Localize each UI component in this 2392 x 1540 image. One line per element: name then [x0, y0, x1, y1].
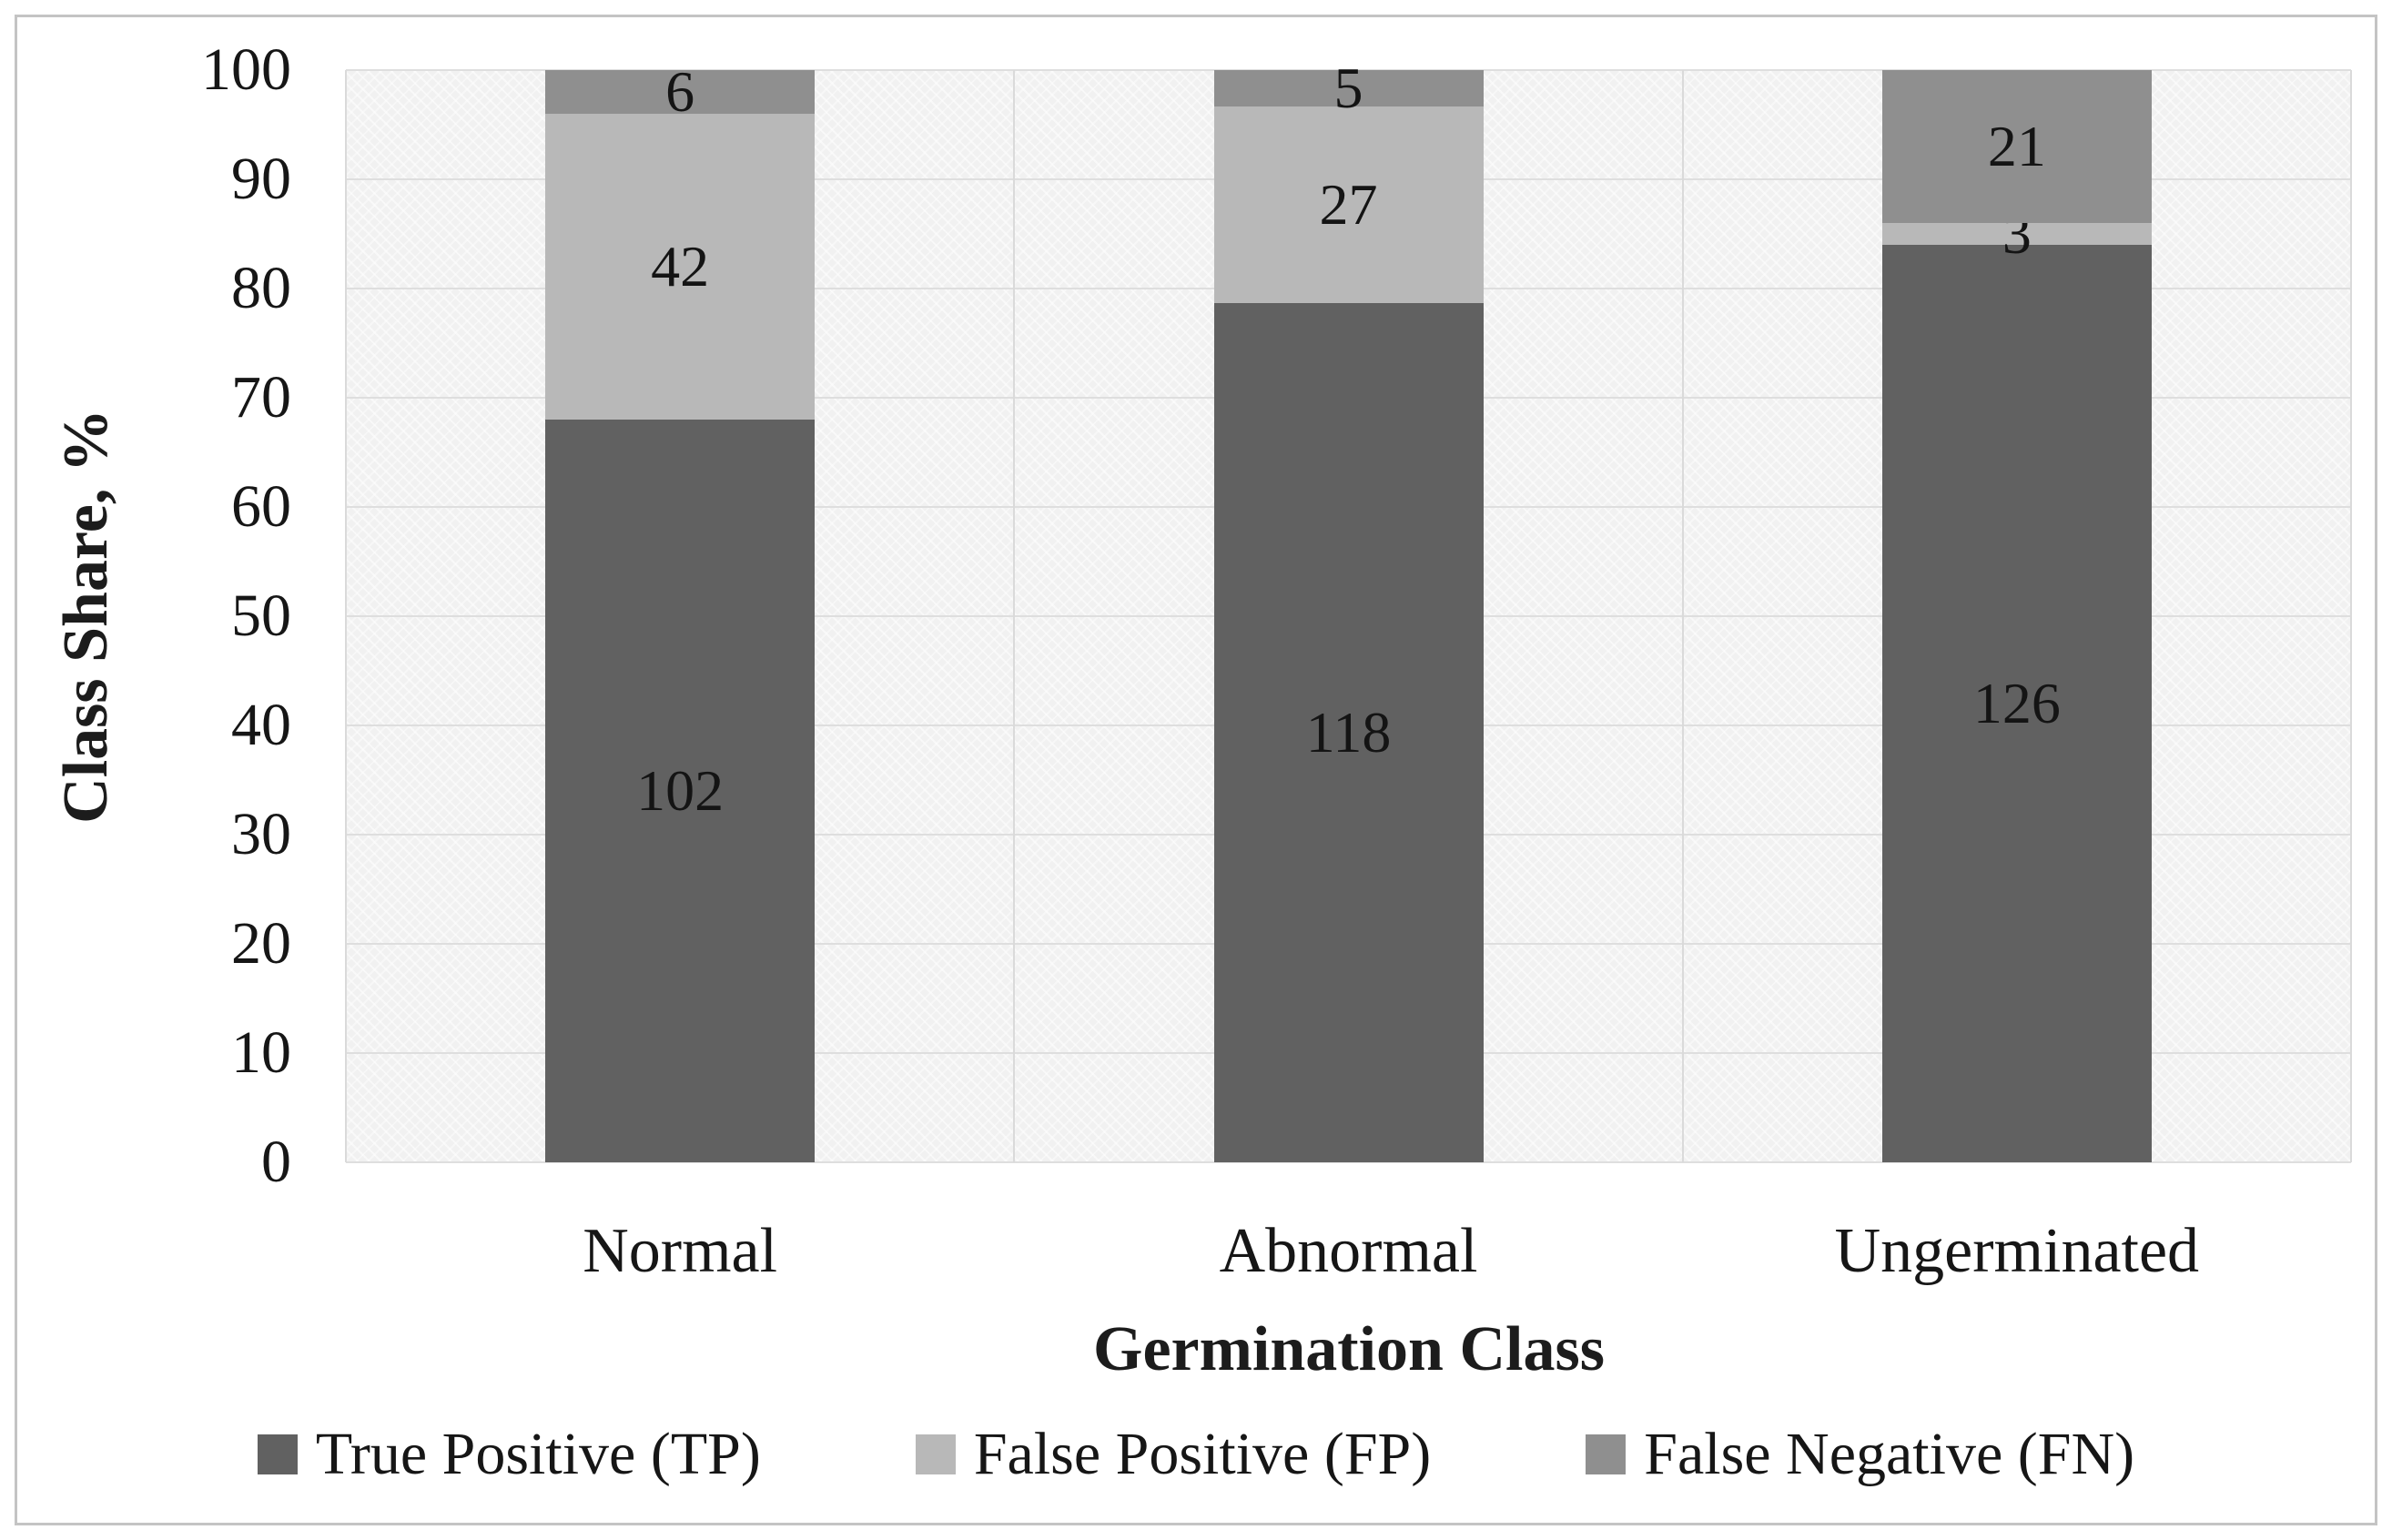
bar-segment-fn-abnormal: 5	[1213, 59, 1484, 117]
y-tick-label-80: 80	[231, 255, 291, 321]
legend: True Positive (TP) False Positive (FP) Fal…	[0, 1413, 2392, 1496]
bar-segment-fp-normal: 42	[545, 114, 816, 420]
y-tick-label-40: 40	[231, 692, 291, 758]
legend-label-tp: True Positive (TP)	[315, 1421, 761, 1487]
y-tick-label-10: 10	[231, 1019, 291, 1086]
bar-value-label: 6	[665, 59, 695, 124]
y-tick-label-30: 30	[231, 801, 291, 867]
bar-segment-tp-ungerminated: 126	[1881, 245, 2152, 1162]
bar-value-label: 102	[636, 758, 725, 823]
plot-right-edge	[2350, 70, 2352, 1162]
bar-segment-fn-normal: 6	[545, 63, 816, 121]
legend-item-fn: False Negative (FN)	[1586, 1413, 2134, 1496]
bar-segment-fn-ungerminated: 21	[1881, 70, 2152, 223]
gridline-horizontal-0	[346, 1161, 2351, 1163]
x-category-label-ungerminated: Ungerminated	[1834, 1216, 2200, 1286]
gridline-vertical-1	[1013, 70, 1016, 1162]
bar-segment-fp-abnormal: 27	[1213, 106, 1484, 303]
legend-label-fn: False Negative (FN)	[1644, 1421, 2135, 1487]
bar-segment-tp-abnormal: 118	[1213, 303, 1484, 1162]
legend-item-tp: True Positive (TP)	[257, 1413, 761, 1496]
y-tick-label-50: 50	[231, 583, 291, 649]
gridline-vertical-2	[1681, 70, 1684, 1162]
legend-item-fp: False Positive (FP)	[915, 1413, 1432, 1496]
plot-area: 102 42 6 118 27 5 126 3 21	[345, 59, 2352, 1163]
x-category-label-abnormal: Abnormal	[1219, 1216, 1478, 1286]
bar-segment-fp-ungerminated: 3	[1881, 205, 2152, 263]
bar-value-label: 42	[651, 234, 710, 299]
y-tick-label-100: 100	[201, 36, 291, 103]
legend-swatch-fp	[915, 1434, 956, 1474]
bar-value-label: 27	[1319, 172, 1378, 237]
bar-value-label: 5	[1333, 56, 1363, 120]
y-tick-label-20: 20	[231, 910, 291, 977]
legend-swatch-tp	[257, 1434, 298, 1474]
y-tick-label-90: 90	[231, 146, 291, 212]
plot-left-edge	[345, 70, 347, 1162]
legend-swatch-fn	[1586, 1434, 1627, 1474]
y-tick-label-60: 60	[231, 473, 291, 540]
bar-value-label: 21	[1987, 114, 2046, 178]
bar-segment-tp-normal: 102	[545, 420, 816, 1162]
y-tick-label-0: 0	[261, 1129, 291, 1195]
x-category-label-normal: Normal	[583, 1216, 778, 1286]
bar-value-label: 118	[1305, 700, 1392, 765]
x-axis-title: Germination Class	[1093, 1314, 1605, 1384]
bar-value-label: 126	[1972, 671, 2061, 735]
y-tick-label-70: 70	[231, 364, 291, 431]
legend-label-fp: False Positive (FP)	[973, 1421, 1432, 1487]
